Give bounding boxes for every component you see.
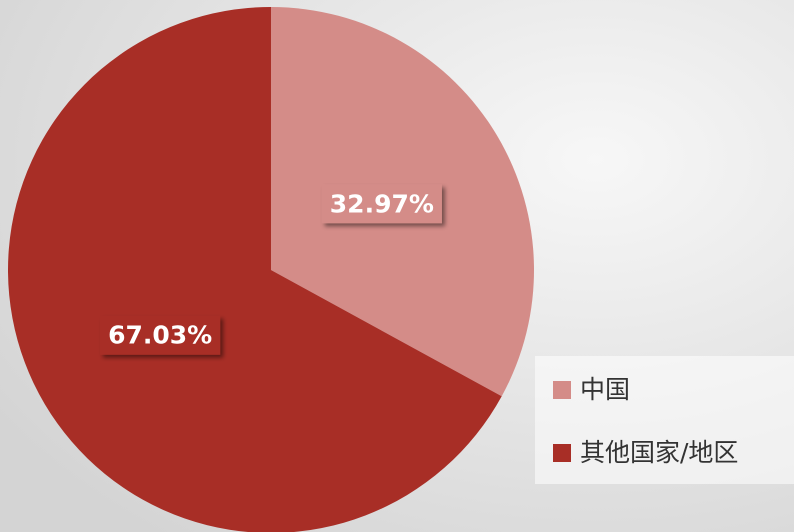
legend-swatch (553, 444, 571, 462)
legend-box (535, 356, 794, 484)
data-label-box (321, 184, 442, 224)
data-label: 32.97% (330, 189, 434, 218)
data-label-box (100, 315, 221, 355)
legend-label: 中国 (580, 375, 630, 404)
legend-swatch (553, 381, 571, 399)
legend-label: 其他国家/地区 (580, 438, 738, 467)
data-label: 67.03% (108, 321, 212, 350)
pie-slice (8, 7, 502, 532)
